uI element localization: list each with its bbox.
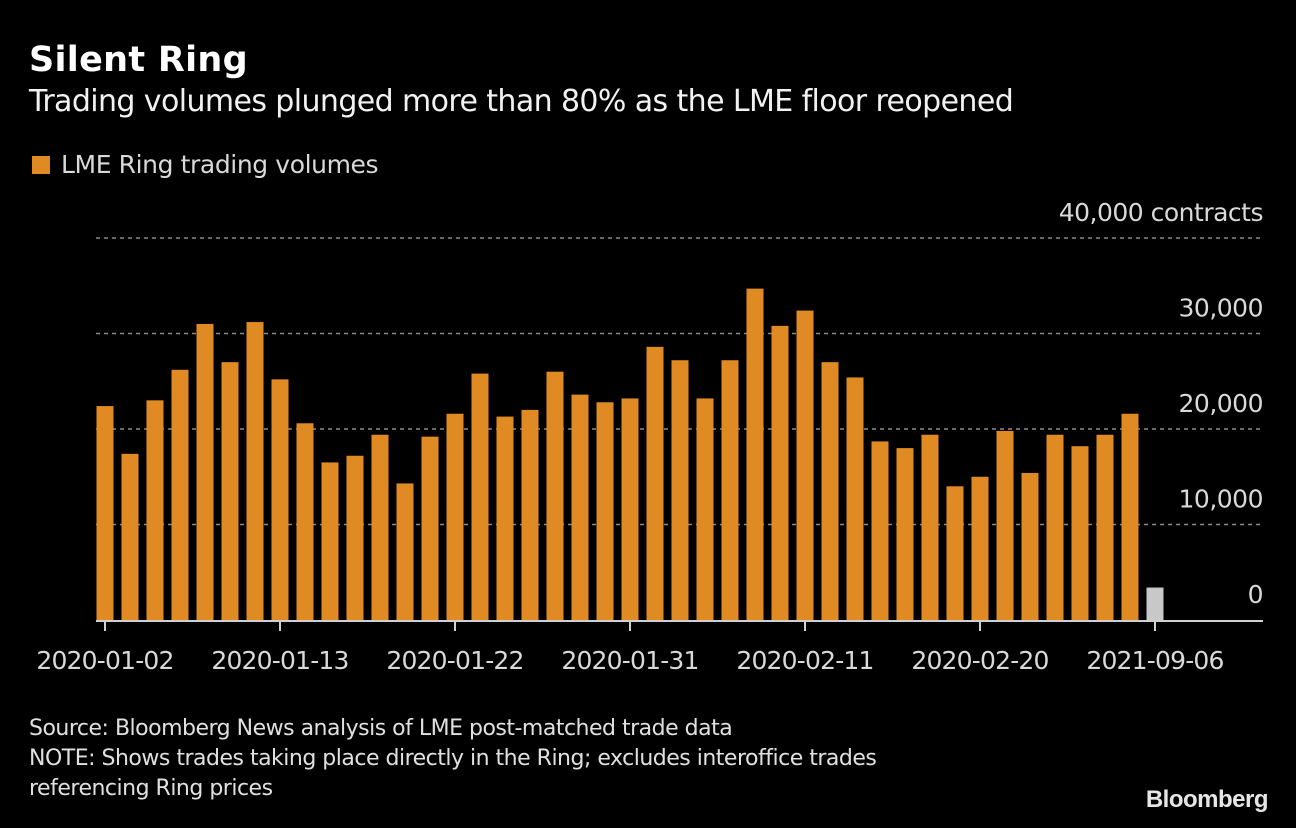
bar	[221, 362, 239, 620]
note-line-1: NOTE: Shows trades taking place directly…	[29, 746, 877, 771]
bar	[471, 373, 489, 620]
bar	[1021, 472, 1039, 620]
x-tick-label: 2020-01-02	[36, 646, 173, 675]
bar	[121, 453, 139, 620]
bar	[571, 394, 589, 620]
bar	[671, 360, 689, 620]
bar	[296, 423, 314, 620]
bar	[846, 377, 864, 620]
x-tick-label: 2020-02-11	[736, 646, 873, 675]
bar	[421, 436, 439, 620]
legend: LME Ring trading volumes	[32, 150, 379, 179]
bar	[1071, 446, 1089, 620]
x-tick-label: 2020-01-31	[561, 646, 698, 675]
bar	[546, 371, 564, 620]
y-tick-label: 30,000	[1179, 294, 1263, 323]
bar	[696, 398, 714, 620]
bar	[1096, 434, 1114, 620]
bar	[446, 413, 464, 620]
note-line-2: referencing Ring prices	[29, 776, 273, 801]
y-tick-label: 40,000 contracts	[1059, 198, 1263, 227]
bar	[96, 406, 114, 620]
bar	[946, 486, 964, 620]
bar	[921, 434, 939, 620]
y-axis-labels: 40,000 contracts 30,000 20,000 10,000 0	[1059, 198, 1264, 609]
bar	[771, 325, 789, 620]
bar	[521, 409, 539, 620]
bar	[1046, 434, 1064, 620]
bar	[596, 402, 614, 620]
bar	[346, 455, 364, 620]
legend-label: LME Ring trading volumes	[61, 150, 379, 179]
source-note: Source: Bloomberg News analysis of LME p…	[29, 716, 733, 741]
bar	[196, 323, 214, 620]
bar	[1121, 413, 1139, 620]
bar	[371, 434, 389, 620]
bar	[171, 369, 189, 620]
bar	[146, 400, 164, 620]
footer: Source: Bloomberg News analysis of LME p…	[29, 714, 877, 804]
bars	[96, 288, 1164, 620]
x-tick-label: 2020-02-20	[911, 646, 1048, 675]
x-tick-label: 2020-01-13	[211, 646, 348, 675]
bar	[746, 288, 764, 620]
bar	[246, 322, 264, 620]
y-tick-label: 0	[1248, 580, 1263, 609]
chart-subtitle: Trading volumes plunged more than 80% as…	[29, 84, 1014, 119]
bar	[971, 476, 989, 620]
bar	[621, 398, 639, 620]
bar	[871, 441, 889, 620]
bar-highlight	[1146, 587, 1164, 620]
bar	[721, 360, 739, 620]
x-tick-label: 2020-01-22	[386, 646, 523, 675]
bar	[271, 379, 289, 620]
gridlines	[96, 237, 1263, 526]
chart-title: Silent Ring	[29, 40, 248, 80]
x-tick-label: 2021-09-06	[1086, 646, 1223, 675]
y-tick-label: 20,000	[1179, 389, 1263, 418]
bar	[646, 346, 664, 620]
bar	[396, 483, 414, 620]
bar	[796, 310, 814, 620]
x-axis-labels: 2020-01-02 2020-01-13 2020-01-22 2020-01-31…	[36, 621, 1224, 675]
bar	[321, 462, 339, 620]
bar	[996, 430, 1014, 620]
legend-swatch	[32, 155, 50, 174]
bar	[821, 362, 839, 620]
y-tick-label: 10,000	[1179, 485, 1263, 514]
bloomberg-logo: Bloomberg	[1145, 786, 1269, 813]
bar	[496, 416, 514, 620]
bar	[896, 448, 914, 620]
